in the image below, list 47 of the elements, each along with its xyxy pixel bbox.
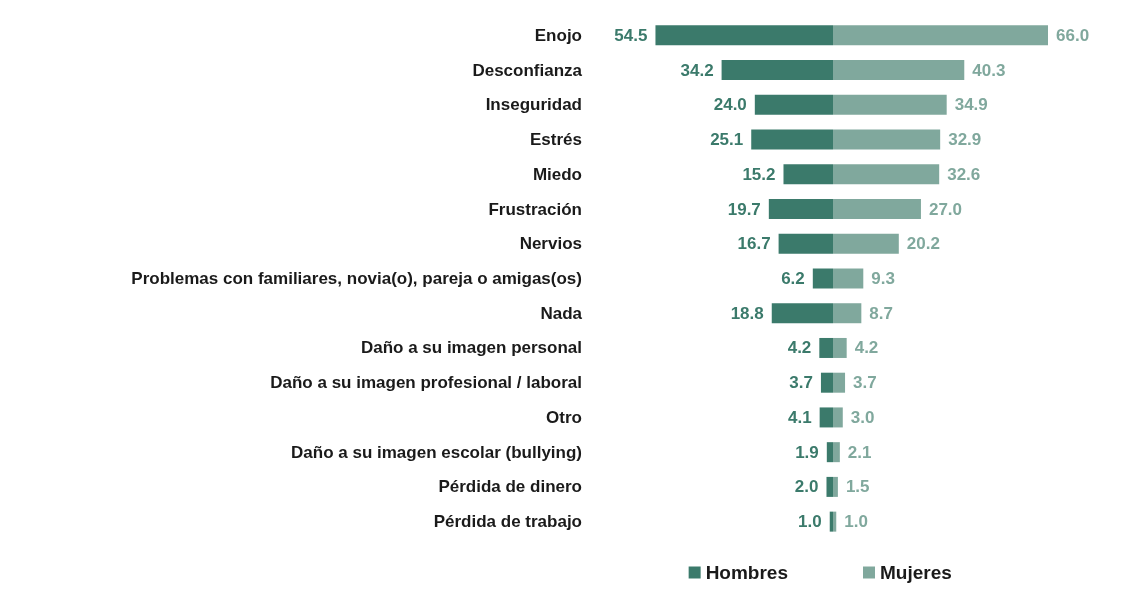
data-label: 40.3 [972,60,1006,80]
y-tick-label: Frustración [488,199,582,219]
data-label: 3.0 [850,407,875,427]
y-tick-label: Daño a su imagen personal [360,338,582,358]
data-label: 9.3 [871,269,895,288]
y-tick-label: Pérdida de trabajo [433,512,582,532]
y-tick-label: Inseguridad [485,95,582,115]
legend-label: Hombres [705,562,788,583]
y-tick-label: Daño a su imagen escolar (bullying) [291,442,582,462]
y-tick-label: Miedo [532,164,582,184]
data-label: 1.0 [798,512,822,532]
y-tick-label: Daño a su imagen profesional / laboral [270,373,582,393]
data-label: 3.7 [853,373,877,393]
data-label: 1.5 [845,477,870,497]
data-label: 34.2 [680,60,714,80]
data-label: 32.9 [948,130,982,150]
y-tick-label: Nada [540,303,583,323]
y-tick-label: Problemas con familiares, novia(o), pareja o amigas(os) [131,269,582,288]
data-label: 4.2 [787,338,812,358]
data-label: 20.2 [906,234,940,254]
data-label: 2.0 [794,477,819,497]
data-label: 1.9 [795,442,819,462]
data-label: 66.0 [1056,25,1090,45]
data-label: 32.6 [947,164,981,184]
data-label: 8.7 [869,303,893,323]
data-label: 6.2 [781,269,805,288]
data-label: 18.8 [730,303,764,323]
data-label: 4.1 [788,407,812,427]
data-label: 25.1 [710,130,744,150]
data-label: 27.0 [928,199,963,219]
y-tick-label: Enojo [534,25,582,45]
data-label: 16.7 [737,234,771,254]
y-tick-label: Otro [546,407,582,427]
data-label: 4.2 [854,338,879,358]
data-label: 15.2 [742,164,776,184]
y-tick-label: Nervios [519,234,582,254]
data-label: 2.1 [847,442,872,462]
y-tick-label: Desconfianza [472,60,583,80]
data-label: 24.0 [713,95,747,115]
y-tick-label: Pérdida de dinero [438,477,582,497]
y-tick-label: Estrés [530,130,582,150]
legend-label: Mujeres [880,562,952,583]
data-label: 34.9 [954,95,988,115]
data-label: 54.5 [614,25,648,45]
data-label: 3.7 [789,373,813,393]
data-label: 19.7 [727,199,761,219]
data-label: 1.0 [844,512,868,532]
